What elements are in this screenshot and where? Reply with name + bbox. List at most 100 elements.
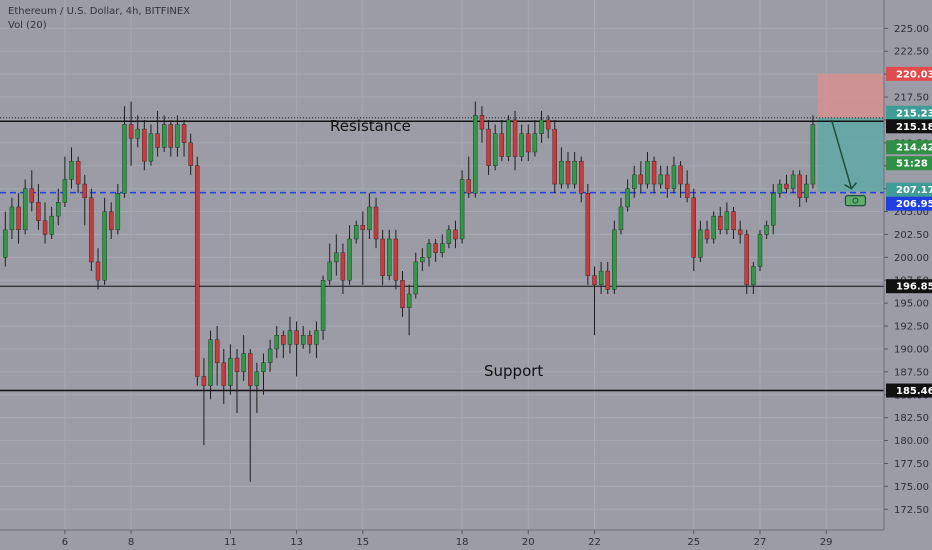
candle-down xyxy=(605,261,610,294)
candle-down xyxy=(373,197,379,249)
candle-body xyxy=(440,243,445,253)
candle-body xyxy=(665,174,670,189)
candle-body xyxy=(453,229,458,240)
target-arrowhead xyxy=(844,182,858,190)
candle-body xyxy=(579,160,584,194)
axis-price-tag-bg xyxy=(886,119,932,134)
candle-body xyxy=(598,270,604,286)
candle-body xyxy=(645,160,650,185)
time-tick-label: 8 xyxy=(128,537,134,548)
candle-body xyxy=(267,348,273,363)
candle-up xyxy=(122,106,127,198)
axis-price-tag-bg xyxy=(886,156,932,171)
candle-up xyxy=(135,115,140,148)
candle-body xyxy=(102,211,107,281)
money-icon-coin xyxy=(852,197,859,204)
price-tick-label: 202.50 xyxy=(894,230,929,241)
candle-down xyxy=(499,119,505,162)
time-axis[interactable]: 6 8 11 13 15 18 20 22 25 27 29 xyxy=(0,529,884,548)
candle-down xyxy=(109,202,114,240)
candle-up xyxy=(612,220,617,294)
candle-body xyxy=(36,202,41,221)
candle-body xyxy=(737,229,743,235)
axis-price-tag-label: 51:28 xyxy=(896,159,928,170)
candle-up xyxy=(506,115,511,162)
candle-up xyxy=(645,151,650,189)
candle-body xyxy=(327,261,332,281)
candle-body xyxy=(9,206,15,231)
candle-down xyxy=(221,348,226,404)
candle-body xyxy=(347,238,352,281)
candle-up xyxy=(347,225,352,285)
time-tick-label: 20 xyxy=(522,537,535,548)
axis-price-tag-label: 214.42 xyxy=(896,143,932,154)
price-tick-label: 195.00 xyxy=(894,299,929,310)
candle-up xyxy=(572,151,577,189)
candle-down xyxy=(704,220,710,244)
candle-down xyxy=(737,220,743,244)
candle-body xyxy=(115,193,121,231)
support-label: Support xyxy=(484,362,543,380)
candle-body xyxy=(400,280,405,308)
candle-down xyxy=(42,202,48,244)
candle-body xyxy=(181,124,187,144)
price-tick-label: 222.50 xyxy=(894,47,929,58)
axis-price-tag: 214.42 xyxy=(886,140,932,155)
axis-price-tag: 220.03 xyxy=(886,66,932,81)
candle-down xyxy=(684,170,690,203)
candle-body xyxy=(499,133,505,157)
candle-body xyxy=(56,202,61,217)
candle-down xyxy=(479,106,485,143)
candle-up xyxy=(208,330,213,400)
candle-body xyxy=(506,119,511,157)
candle-up xyxy=(413,252,418,299)
candle-up xyxy=(751,261,756,294)
candle-body xyxy=(195,165,200,377)
candle-body xyxy=(532,133,538,153)
candle-down xyxy=(248,348,253,482)
candle-up xyxy=(287,316,293,354)
candle-down xyxy=(201,358,207,446)
candle-up xyxy=(492,124,498,171)
candle-body xyxy=(651,160,657,185)
candle-body xyxy=(757,234,763,267)
candle-body xyxy=(751,266,756,286)
candle-up xyxy=(711,211,716,244)
candle-body xyxy=(393,238,399,281)
candle-down xyxy=(281,330,286,359)
candle-body xyxy=(605,270,610,290)
candle-up xyxy=(539,110,544,143)
candle-up xyxy=(320,275,326,340)
price-tick-label: 177.50 xyxy=(894,459,929,470)
price-axis[interactable]: 172.50175.00177.50180.00182.50185.00187.… xyxy=(883,0,932,550)
candle-up xyxy=(724,202,730,235)
candle-up xyxy=(327,243,332,285)
candle-body xyxy=(387,238,392,276)
candle-body xyxy=(301,335,306,345)
axis-price-tag: 185.46 xyxy=(886,383,932,398)
candle-body xyxy=(29,188,34,203)
candle-body xyxy=(492,133,498,166)
candle-down xyxy=(82,174,87,226)
candle-body xyxy=(764,225,769,235)
candle-body xyxy=(426,243,432,258)
candle-body xyxy=(420,257,425,263)
candle-up xyxy=(102,197,107,285)
stop-loss-zone xyxy=(817,73,884,118)
candle-down xyxy=(294,321,299,377)
candle-down xyxy=(453,220,458,249)
candle-body xyxy=(221,362,226,386)
candle-body xyxy=(797,174,802,198)
candle-down xyxy=(307,330,313,354)
price-tick-label: 172.50 xyxy=(894,505,929,516)
candle-body xyxy=(281,335,286,345)
candle-up xyxy=(3,211,8,267)
axis-price-tag-label: 196.85 xyxy=(896,282,932,293)
candle-body xyxy=(777,183,783,194)
candle-body xyxy=(744,234,749,286)
price-tick-label: 200.00 xyxy=(894,253,929,264)
candle-body xyxy=(228,357,233,386)
candle-down xyxy=(75,156,81,194)
